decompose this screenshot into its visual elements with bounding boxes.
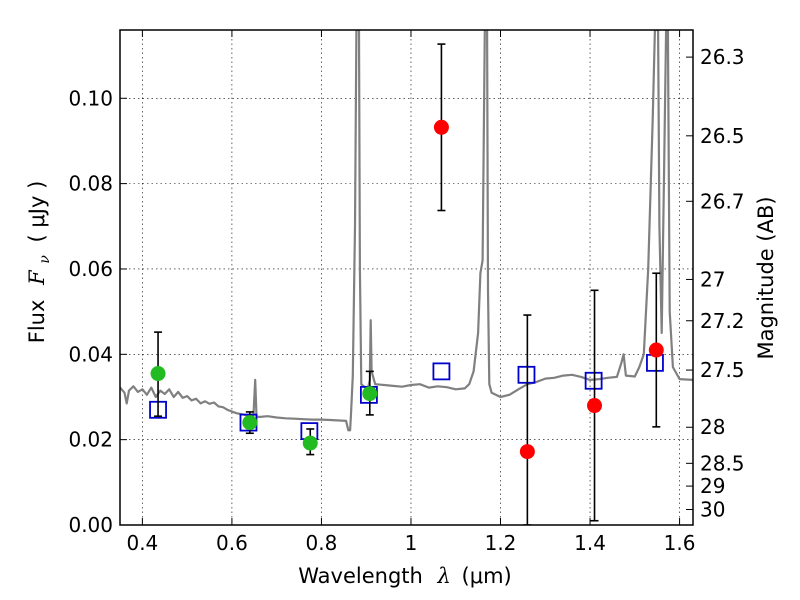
y-axis-label-text: Flux	[25, 300, 49, 344]
x-axis-label-text: Wavelength	[298, 564, 423, 588]
y-tick-label: 0.02	[68, 428, 113, 452]
x-axis-label-math: λ	[437, 564, 451, 588]
x-tick-label: 1.4	[574, 531, 606, 555]
y-axis-label-math: F	[25, 269, 49, 286]
x-axis-label: Wavelength λ (μm)	[298, 564, 511, 588]
x-tick-label: 1	[405, 531, 418, 555]
x-tick-label: 1.6	[664, 531, 696, 555]
y-tick-label: 0.06	[68, 257, 113, 281]
y2-axis-label: Magnitude (AB)	[754, 196, 778, 359]
observed-point	[150, 366, 166, 382]
y2-tick-label: 28	[700, 415, 725, 439]
y-axis-label-unit: ( μJy )	[25, 181, 49, 243]
axes-ticks: 0.4 0.6 0.8 1 1.2 1.4 1.6 0.00 0.02 0.04 0.06 0.08 0…	[68, 30, 745, 555]
observed-point	[362, 386, 378, 402]
y2-tick-label: 27	[700, 267, 725, 291]
observed-point	[433, 119, 449, 135]
observed-point	[519, 444, 535, 460]
y2-tick-label: 26.5	[700, 124, 745, 148]
x-tick-label: 0.4	[126, 531, 158, 555]
spectrum-line	[120, 30, 693, 432]
model-square-point	[517, 365, 536, 384]
x-tick-label: 0.8	[306, 531, 338, 555]
x-axis-label-unit: (μm)	[462, 564, 512, 588]
y2-tick-label: 29	[700, 474, 725, 498]
y-tick-label: 0.10	[68, 86, 113, 110]
model-square-point	[432, 362, 451, 381]
plot-area	[120, 30, 693, 525]
y-tick-label: 0.04	[68, 342, 113, 366]
grid	[120, 30, 693, 526]
y2-tick-label: 26.3	[700, 45, 745, 69]
y2-tick-label: 30	[700, 498, 725, 522]
y2-tick-label: 27.5	[700, 358, 745, 382]
y-tick-label: 0.08	[68, 172, 113, 196]
x-tick-label: 0.6	[216, 531, 248, 555]
observed-point	[648, 342, 664, 358]
y-tick-label: 0.00	[68, 513, 113, 537]
y-axis-label: Flux F ν ( μJy )	[25, 181, 54, 344]
y-axis-label-sub: ν	[37, 255, 53, 264]
y2-tick-label: 27.2	[700, 309, 745, 333]
x-tick-label: 1.2	[485, 531, 517, 555]
y2-tick-label: 28.5	[700, 451, 745, 475]
plot-frame	[119, 29, 694, 526]
y2-tick-label: 26.7	[700, 189, 745, 213]
observed-point	[587, 398, 603, 414]
observed-point	[302, 435, 318, 451]
model-square-point	[584, 371, 603, 390]
observed-point	[242, 415, 258, 431]
